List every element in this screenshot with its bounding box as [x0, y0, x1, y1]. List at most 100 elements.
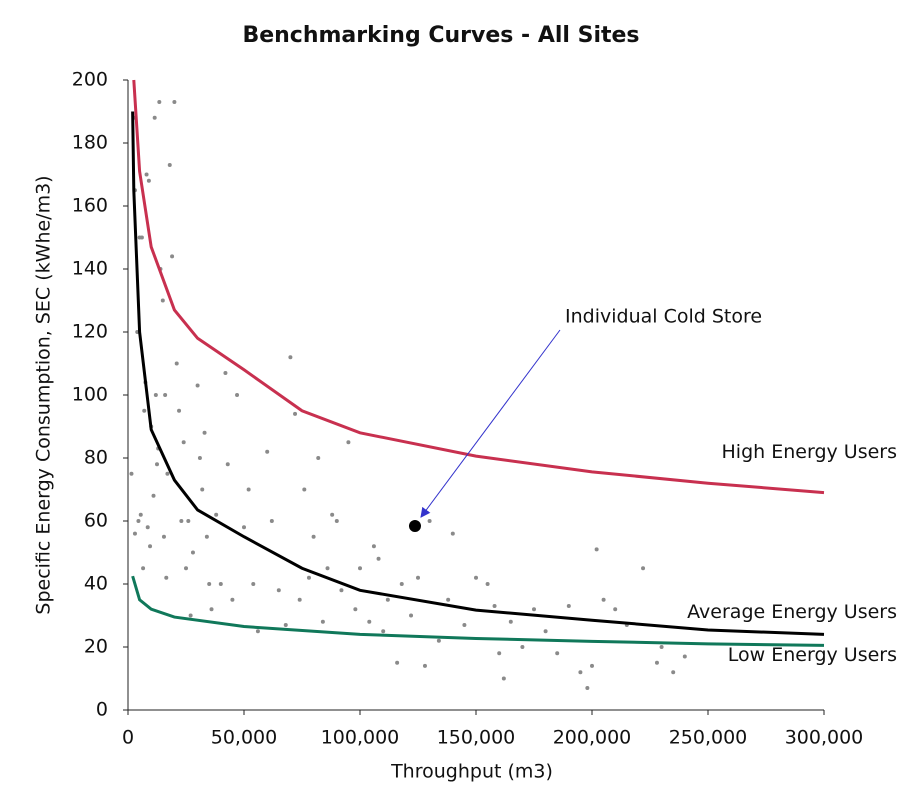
data-point: [353, 607, 358, 612]
data-point: [346, 440, 351, 445]
data-point: [543, 629, 548, 634]
data-point: [276, 588, 281, 593]
data-point: [334, 519, 339, 523]
data-point: [145, 525, 150, 530]
data-point: [659, 645, 664, 649]
data-point: [230, 597, 235, 602]
data-point: [160, 298, 165, 303]
data-point: [172, 100, 177, 105]
data-point: [409, 613, 414, 618]
x-axis-label: Throughput (m3): [390, 761, 553, 783]
x-tick-label: 50,000: [211, 727, 277, 749]
data-point: [151, 493, 156, 498]
data-point: [246, 487, 251, 492]
data-point: [682, 654, 687, 659]
data-point: [532, 607, 536, 612]
data-point: [265, 449, 270, 454]
y-tick-label: 20: [84, 636, 108, 658]
data-point: [161, 534, 166, 539]
x-tick-label: 150,000: [437, 727, 516, 749]
data-point: [306, 575, 311, 580]
data-point: [578, 670, 583, 675]
y-tick-label: 140: [72, 258, 108, 280]
x-tick-label: 0: [122, 727, 134, 749]
data-point: [367, 619, 372, 624]
data-point: [427, 519, 432, 523]
curve: [131, 111, 825, 636]
data-point: [157, 100, 162, 105]
y-tick-label: 80: [84, 447, 108, 469]
data-point: [163, 393, 168, 397]
data-point: [585, 685, 590, 690]
data-point: [188, 613, 193, 618]
curve-label: High Energy Users: [722, 441, 897, 463]
data-point: [399, 582, 404, 586]
data-point: [165, 471, 170, 476]
x-tick-label: 300,000: [785, 727, 864, 749]
y-tick-label: 180: [72, 132, 108, 154]
data-point: [330, 512, 335, 517]
data-point: [316, 456, 321, 460]
data-point: [153, 393, 158, 397]
data-point: [358, 566, 362, 571]
data-point: [320, 619, 325, 624]
data-point: [371, 544, 376, 549]
data-point: [202, 430, 207, 435]
data-point: [167, 163, 172, 168]
x-tick-label: 250,000: [669, 727, 748, 749]
y-axis-label: Specific Energy Consumption, SEC (kWhe/m…: [33, 175, 55, 614]
data-point: [141, 566, 146, 571]
data-point: [641, 566, 646, 571]
y-tick-label: 160: [72, 195, 108, 217]
data-point: [508, 619, 513, 624]
data-point: [339, 588, 344, 593]
data-point: [416, 575, 420, 580]
data-point: [177, 408, 182, 413]
data-point: [297, 597, 302, 602]
data-point: [174, 361, 179, 366]
data-point: [381, 629, 386, 634]
y-tick-label: 60: [84, 510, 108, 532]
data-point: [255, 629, 260, 634]
data-point: [136, 519, 141, 523]
data-point: [251, 582, 256, 586]
data-point: [385, 597, 390, 602]
y-tick-label: 120: [72, 321, 108, 343]
data-point: [148, 544, 153, 549]
data-point: [520, 645, 525, 649]
data-point: [293, 411, 298, 416]
data-point: [422, 663, 427, 668]
data-point: [179, 519, 184, 523]
data-point: [146, 178, 151, 183]
data-point: [462, 622, 467, 627]
data-point: [186, 519, 191, 523]
data-point: [671, 670, 676, 675]
data-point: [142, 408, 147, 413]
data-point: [283, 622, 288, 627]
x-tick-label: 200,000: [553, 727, 632, 749]
data-point: [485, 582, 490, 586]
data-point: [204, 534, 209, 539]
data-point: [242, 525, 246, 530]
data-point: [311, 534, 316, 539]
data-point: [613, 607, 618, 612]
data-point: [144, 172, 149, 177]
data-point: [218, 582, 223, 586]
data-point: [214, 512, 219, 517]
data-point: [223, 370, 228, 375]
data-point: [129, 471, 134, 476]
data-point: [555, 651, 560, 656]
data-point: [446, 597, 451, 602]
data-point: [288, 355, 293, 360]
data-point: [302, 487, 307, 492]
highlight-point: [408, 520, 421, 533]
data-point: [197, 456, 202, 460]
data-point: [181, 440, 186, 445]
y-tick-label: 200: [72, 69, 108, 91]
data-point: [132, 531, 137, 536]
chart-title: Benchmarking Curves - All Sites: [242, 23, 639, 48]
curve: [131, 575, 825, 647]
data-point: [594, 547, 599, 552]
data-point: [139, 235, 144, 240]
